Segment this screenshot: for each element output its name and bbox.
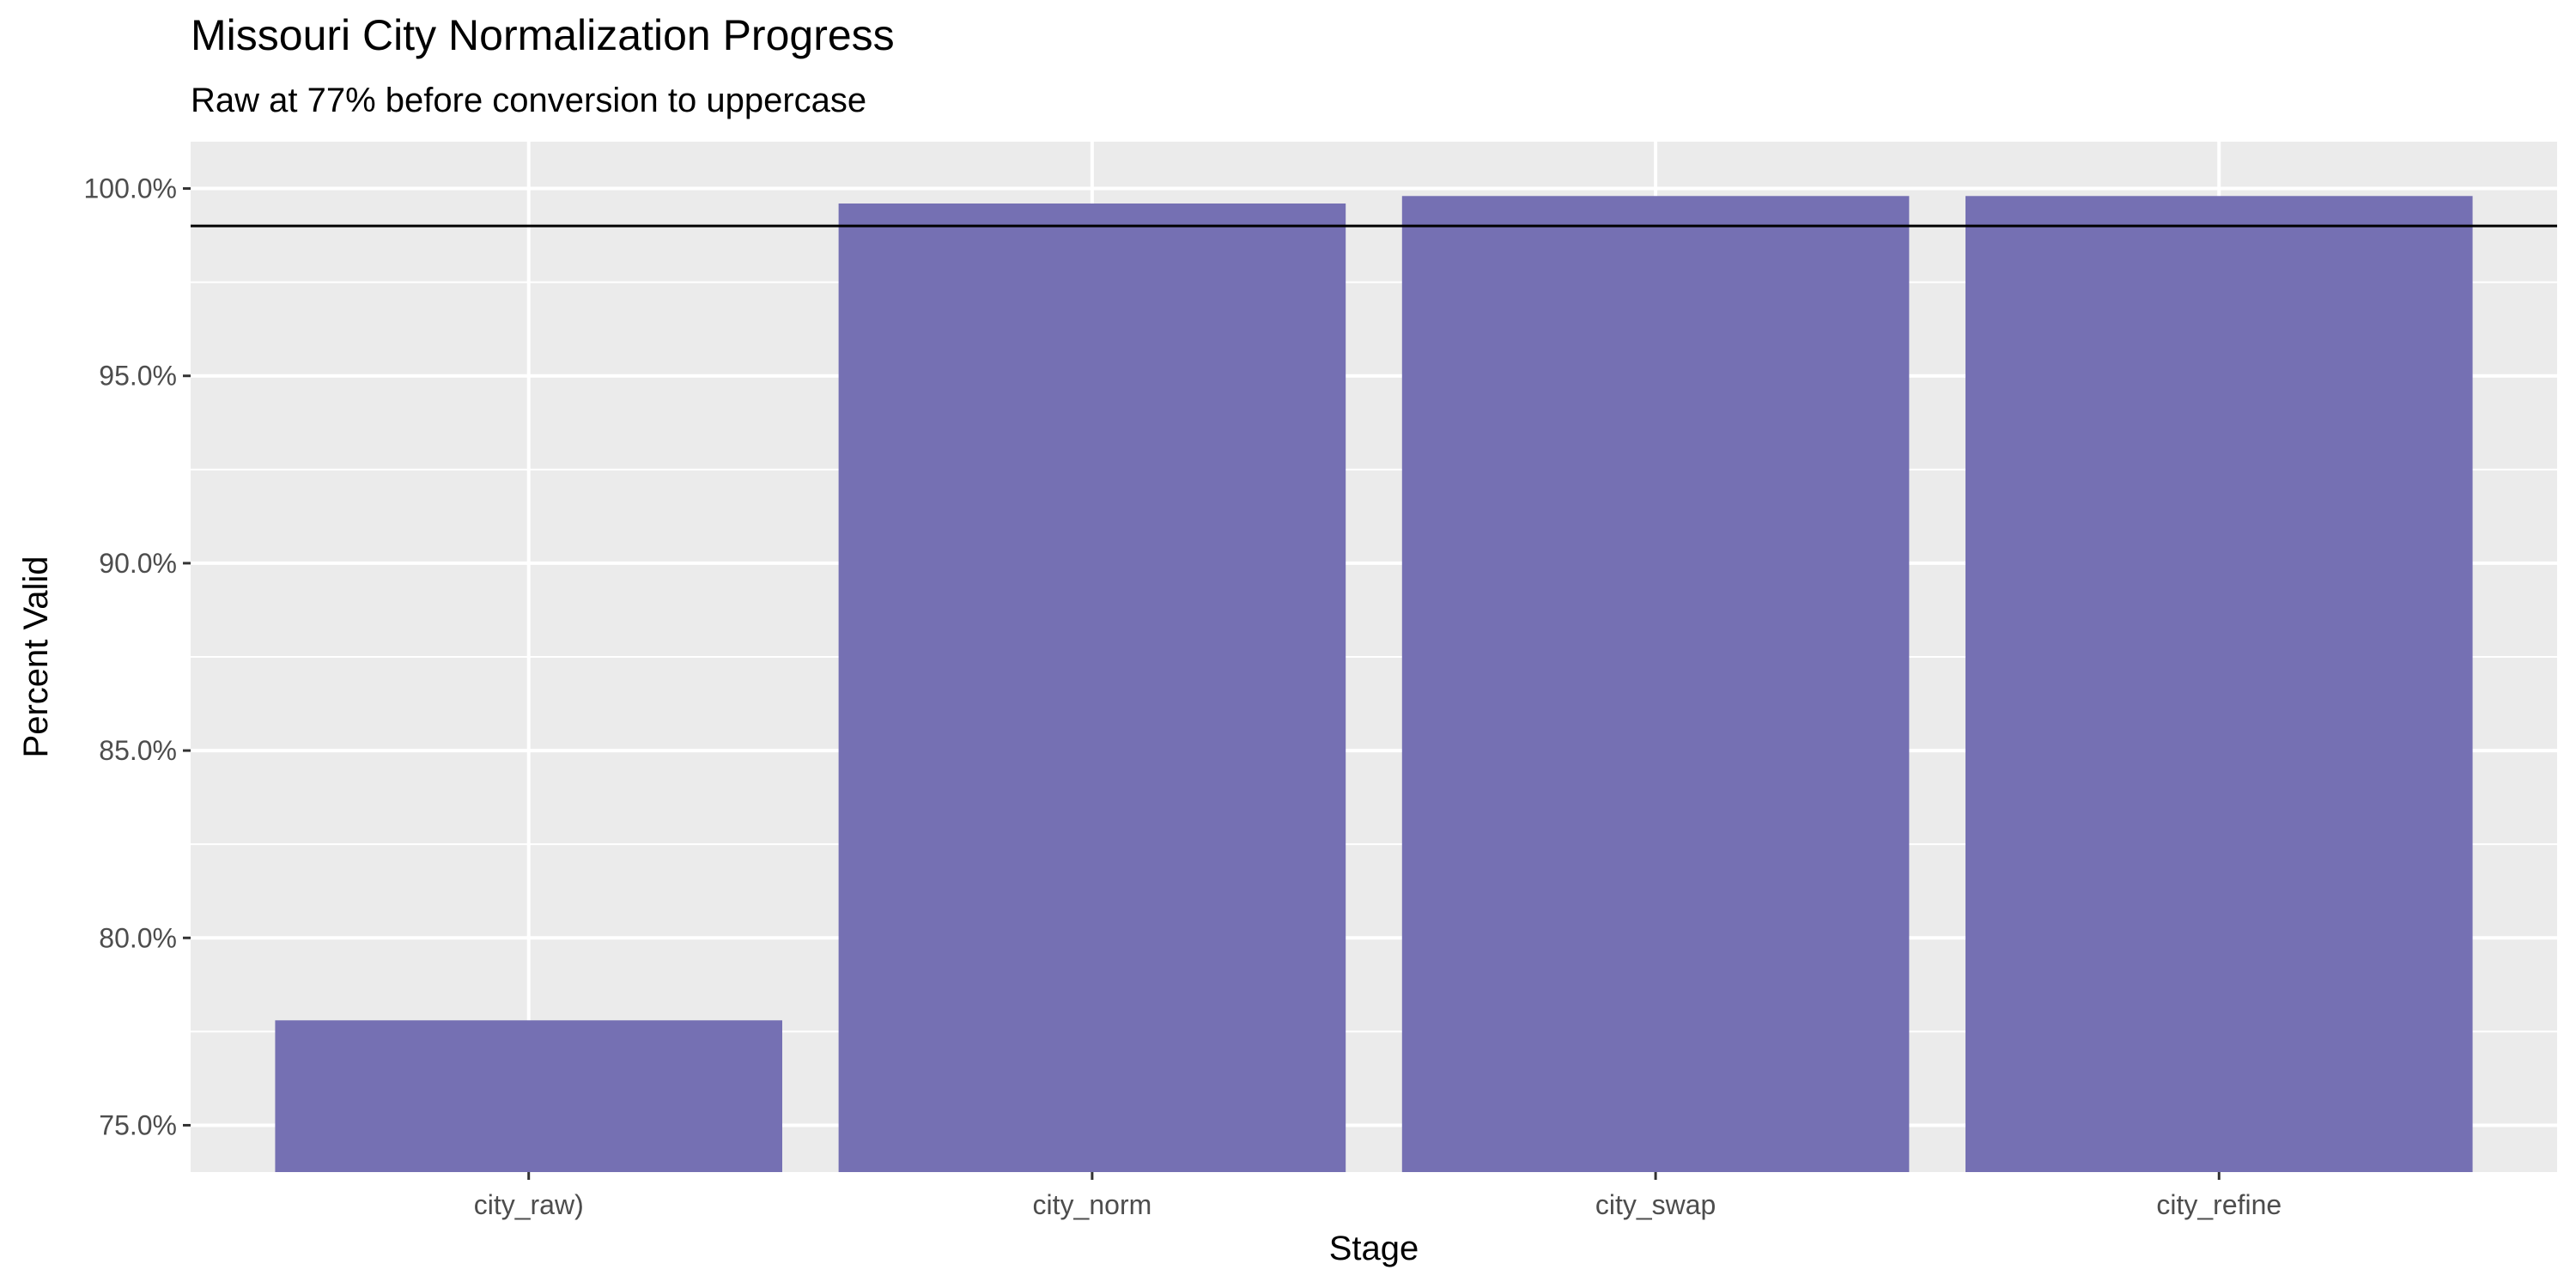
x-axis-title: Stage — [1329, 1230, 1419, 1267]
y-tick-label: 80.0% — [99, 922, 177, 953]
bar-city-swap — [1401, 196, 1910, 1173]
bars — [275, 196, 2473, 1173]
bar-city-norm — [838, 204, 1346, 1172]
bar-city-refine — [1965, 196, 2473, 1173]
y-tick-label: 100.0% — [83, 173, 177, 204]
chart-subtitle: Raw at 77% before conversion to uppercas… — [191, 82, 866, 119]
x-tick-label: city_swap — [1595, 1189, 1716, 1220]
y-tick-label: 90.0% — [99, 548, 177, 579]
x-tick-label: city_refine — [2156, 1189, 2281, 1220]
x-tick-label: city_norm — [1033, 1189, 1152, 1220]
chart-title: Missouri City Normalization Progress — [191, 11, 895, 59]
y-axis-title: Percent Valid — [17, 556, 55, 758]
y-tick-label: 85.0% — [99, 735, 177, 766]
y-tick-label: 75.0% — [99, 1109, 177, 1140]
x-tick-label: city_raw) — [474, 1189, 584, 1220]
bar-city-raw — [275, 1020, 782, 1172]
y-tick-label: 95.0% — [99, 361, 177, 392]
x-axis: city_raw) city_norm city_swap city_refine — [474, 1172, 2281, 1220]
y-axis: 75.0% 80.0% 85.0% 90.0% 95.0% 100.0% — [83, 173, 191, 1140]
